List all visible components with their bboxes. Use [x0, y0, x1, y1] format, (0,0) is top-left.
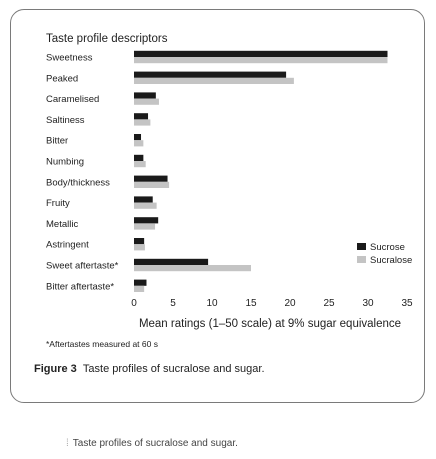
bar-sucrose: [134, 113, 149, 120]
x-tick-label: 5: [170, 298, 176, 309]
bar-sucrose: [134, 175, 168, 182]
bar-sucralose: [134, 57, 388, 64]
category-label: Sweet aftertaste*: [46, 261, 119, 272]
legend-label-sucralose: Sucralose: [370, 255, 412, 266]
category-label: Caramelised: [46, 94, 99, 105]
bar-sucrose: [134, 134, 142, 141]
figure-caption-text: Taste profiles of sucralose and sugar.: [82, 363, 265, 375]
x-axis-label: Mean ratings (1–50 scale) at 9% sugar eq…: [139, 318, 401, 330]
bar-sucrose: [134, 196, 153, 203]
bar-sucralose: [134, 119, 151, 126]
bar-chart: Taste profile descriptors Sweetness Peake…: [46, 33, 413, 330]
bar-sucralose: [134, 202, 157, 209]
x-tick-label: 20: [284, 298, 296, 309]
legend-swatch-sucralose: [357, 256, 366, 263]
x-tick-label: 15: [245, 298, 257, 309]
chart-title: Taste profile descriptors: [46, 33, 168, 45]
x-tick-label: 30: [362, 298, 374, 309]
category-label: Fruity: [46, 198, 70, 209]
legend-swatch-sucrose: [357, 243, 366, 250]
bar-sucralose: [134, 223, 156, 230]
bottom-caption: ⁞ Taste profiles of sucralose and sugar.: [66, 438, 238, 449]
category-label: Astringent: [46, 240, 89, 251]
figure-caption: Figure 3 Taste profiles of sucralose and…: [34, 363, 265, 375]
bar-sucralose: [134, 181, 170, 188]
bar-sucralose: [134, 140, 144, 147]
x-tick-label: 0: [131, 298, 137, 309]
x-tick-label: 35: [401, 298, 413, 309]
category-label: Peaked: [46, 73, 78, 84]
bar-sucrose: [134, 71, 287, 78]
bar-sucrose: [134, 238, 145, 245]
figure-label: Figure 3: [34, 363, 77, 375]
category-label: Bitter aftertaste*: [46, 281, 114, 292]
category-label: Saltiness: [46, 115, 85, 126]
bar-sucralose: [134, 98, 159, 105]
bottom-caption-text: Taste profiles of sucralose and sugar.: [72, 438, 238, 449]
category-label: Metallic: [46, 219, 78, 230]
footnote: *Aftertastes measured at 60 s: [46, 339, 158, 349]
category-label: Bitter: [46, 136, 68, 147]
bar-sucralose: [134, 77, 294, 84]
bar-sucrose: [134, 50, 388, 57]
bar-sucralose: [134, 244, 145, 251]
bar-sucrose: [134, 92, 156, 99]
category-label: Body/thickness: [46, 177, 110, 188]
bar-sucralose: [134, 265, 251, 272]
bar-sucralose: [134, 285, 145, 292]
caption-marker: ⁞: [66, 438, 69, 449]
bar-sucrose: [134, 154, 144, 161]
legend-label-sucrose: Sucrose: [370, 242, 405, 253]
category-label: Numbing: [46, 157, 84, 168]
bar-sucralose: [134, 161, 146, 168]
category-label: Sweetness: [46, 53, 93, 64]
bar-sucrose: [134, 279, 147, 286]
bar-sucrose: [134, 258, 209, 265]
x-tick-label: 25: [323, 298, 335, 309]
bar-sucrose: [134, 217, 159, 224]
x-tick-label: 10: [206, 298, 218, 309]
